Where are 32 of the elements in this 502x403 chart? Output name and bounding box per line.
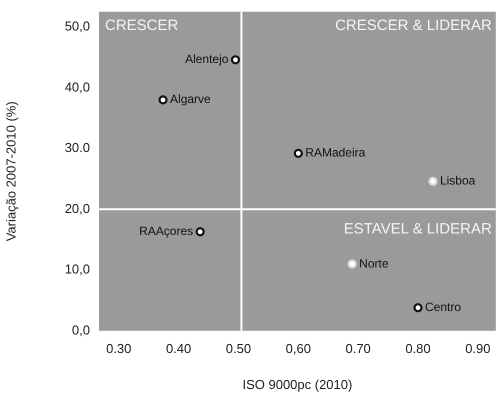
- point: [413, 303, 423, 312]
- point: [158, 95, 168, 105]
- y-tick-label: 20,0: [64, 200, 90, 216]
- y-tick-label: 10,0: [64, 262, 90, 277]
- x-tick-label: 0.40: [166, 341, 192, 356]
- series-label: RAAçores: [139, 224, 194, 238]
- point: [348, 259, 357, 269]
- x-tick-label: 0,60: [286, 341, 311, 356]
- series-label: Norte: [359, 256, 389, 270]
- y-tick-label: 30.0: [64, 140, 90, 156]
- x-tick-label: 0.70: [345, 341, 371, 356]
- point: [230, 55, 240, 64]
- x-axis-title: ISO 9000pc (2010): [242, 376, 352, 392]
- series-label: Centro: [424, 300, 462, 314]
- annotation: CRESCER: [105, 16, 179, 34]
- annotation: CRESCER & LIDERAR: [335, 16, 492, 34]
- point: [294, 148, 303, 158]
- x-tick-label: 0.90: [465, 341, 490, 356]
- y-axis-title: Variação 2007-2010 (%): [3, 101, 18, 242]
- x-tick-label: 0.50: [226, 341, 252, 356]
- series-label: RAMadeira: [305, 146, 366, 160]
- x-tick-label: 0.80: [405, 341, 431, 356]
- x-tick-label: 0.30: [106, 341, 132, 356]
- annotation: ESTAVEL & LIDERAR: [344, 220, 492, 238]
- series-label: Algarve: [170, 92, 212, 106]
- y-tick-label: 50,0: [64, 18, 90, 34]
- series-label: Lisboa: [440, 174, 476, 188]
- point: [428, 176, 438, 186]
- y-tick-label: 40,0: [64, 79, 90, 94]
- y-tick-label: 0,0: [72, 322, 90, 338]
- point: [196, 227, 205, 236]
- series-label: Alentejo: [185, 52, 229, 66]
